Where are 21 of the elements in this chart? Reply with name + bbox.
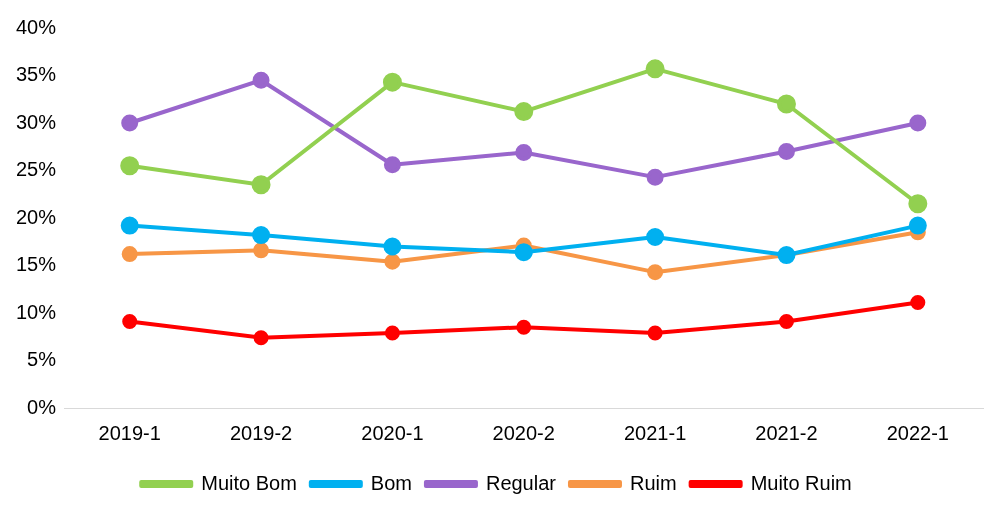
y-tick-label: 40% xyxy=(16,15,57,38)
legend-label: Ruim xyxy=(629,471,677,494)
legend-label: Regular xyxy=(485,471,557,494)
x-tick-label: 2021-2 xyxy=(755,421,818,444)
y-tick-label: 10% xyxy=(16,300,57,323)
x-tick-label: 2019-1 xyxy=(98,421,161,444)
y-tick-label: 25% xyxy=(16,158,57,181)
y-tick-label: 5% xyxy=(27,348,57,371)
x-tick-label: 2020-1 xyxy=(361,421,424,444)
legend-label: Muito Bom xyxy=(201,471,297,494)
x-tick-label: 2019-2 xyxy=(229,421,293,444)
x-tick-label: 2022-1 xyxy=(886,421,949,444)
y-tick-label: 30% xyxy=(16,110,57,133)
y-tick-label: 20% xyxy=(16,205,57,228)
legend-label: Muito Ruim xyxy=(750,471,852,494)
x-tick-label: 2020-2 xyxy=(492,421,555,444)
legend-label: Bom xyxy=(370,471,412,494)
y-tick-label: 15% xyxy=(16,253,57,276)
y-tick-label: 0% xyxy=(27,395,57,418)
x-tick-label: 2021-1 xyxy=(623,421,687,444)
y-tick-label: 35% xyxy=(16,63,57,86)
